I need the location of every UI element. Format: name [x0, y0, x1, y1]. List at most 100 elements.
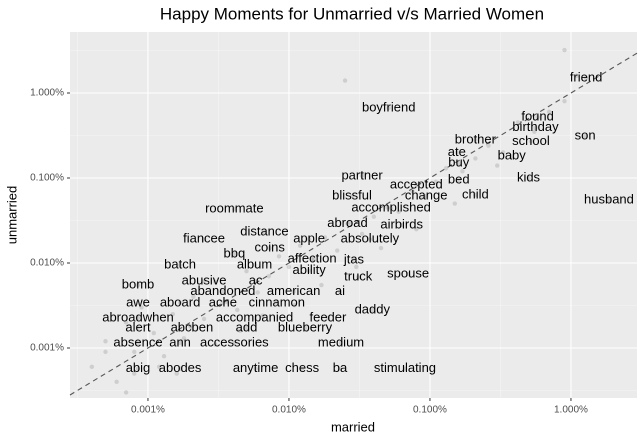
word-label: medium: [318, 334, 364, 349]
word-label: truck: [344, 269, 373, 284]
point: [135, 300, 141, 306]
point: [274, 300, 280, 306]
point: [356, 275, 361, 280]
point: [378, 245, 384, 251]
word-label: jtas: [343, 252, 365, 267]
point: [252, 262, 257, 268]
point: [235, 307, 240, 313]
point: [405, 271, 411, 277]
word-label: batch: [164, 256, 196, 271]
point: [386, 105, 391, 111]
point: [385, 205, 390, 210]
word-label: bed: [448, 171, 470, 186]
point: [410, 188, 415, 194]
word-label: school: [512, 133, 550, 148]
point: [151, 330, 156, 336]
word-label: bbq: [224, 245, 246, 260]
word-label: blissful: [332, 188, 372, 203]
word-label: ability: [292, 262, 326, 277]
word-label: ai: [335, 283, 345, 298]
point: [286, 264, 292, 270]
point: [292, 302, 297, 308]
point: [114, 379, 119, 385]
point: [473, 192, 478, 198]
x-tick-label: 0.010%: [272, 405, 306, 416]
word-label: daddy: [355, 301, 391, 316]
point: [103, 349, 108, 355]
point: [181, 336, 187, 341]
point: [337, 289, 343, 294]
point: [191, 294, 196, 300]
point: [359, 173, 365, 179]
x-tick-label: 1.000%: [554, 405, 588, 416]
point: [342, 78, 348, 83]
point: [177, 366, 183, 371]
word-label: abcben: [171, 319, 214, 334]
point: [606, 197, 612, 203]
word-label: found: [521, 109, 554, 124]
point: [574, 73, 579, 78]
chart-title: Happy Moments for Unmarried v/s Married …: [160, 4, 544, 23]
word-label: ba: [333, 360, 348, 375]
point: [302, 325, 308, 331]
point: [319, 282, 324, 288]
word-label: absence: [113, 334, 162, 349]
point: [244, 325, 249, 331]
point: [189, 325, 195, 331]
point: [454, 150, 459, 155]
point: [232, 340, 237, 346]
point: [89, 364, 95, 370]
point: [103, 339, 108, 344]
point: [345, 221, 350, 226]
word-label: abodes: [159, 360, 202, 375]
y-tick-label: 1.000%: [30, 88, 64, 99]
y-tick-label: 0.100%: [30, 173, 64, 184]
word-label: add: [236, 319, 258, 334]
point: [322, 235, 328, 240]
y-tick-label: 0.001%: [30, 343, 64, 354]
point: [135, 325, 141, 331]
point: [338, 340, 344, 346]
word-label: cinnamon: [249, 294, 305, 309]
x-tick-label: 0.100%: [413, 405, 447, 416]
point: [123, 320, 129, 325]
point: [388, 206, 394, 211]
point: [135, 282, 141, 288]
point: [309, 256, 315, 262]
word-label: abig: [126, 360, 151, 375]
word-label: stimulating: [374, 360, 436, 375]
point: [253, 366, 258, 371]
word-label: anytime: [233, 360, 279, 375]
word-label: abusive: [182, 273, 227, 288]
word-label: ate: [448, 144, 466, 159]
word-label: chess: [285, 360, 319, 375]
point: [276, 254, 282, 259]
point: [188, 324, 193, 329]
point: [252, 315, 257, 321]
word-label: apple: [293, 231, 325, 246]
point: [371, 214, 377, 219]
point: [177, 300, 183, 306]
y-tick-label: 0.010%: [30, 258, 64, 269]
point: [267, 245, 272, 251]
word-label: kids: [517, 169, 541, 184]
point: [132, 349, 137, 355]
point: [201, 316, 207, 322]
point: [473, 156, 478, 161]
word-label: accomplished: [351, 200, 431, 215]
word-label: bomb: [122, 276, 155, 291]
word-label: change: [405, 188, 448, 203]
point: [351, 257, 357, 263]
point: [255, 290, 260, 295]
word-label: awe: [126, 294, 150, 309]
point: [135, 315, 141, 321]
point: [349, 194, 355, 199]
point: [174, 371, 179, 376]
point: [260, 313, 265, 318]
point: [354, 264, 359, 270]
point: [495, 163, 500, 168]
point: [213, 342, 218, 347]
point: [535, 114, 540, 120]
point: [325, 315, 331, 321]
point: [177, 340, 183, 346]
